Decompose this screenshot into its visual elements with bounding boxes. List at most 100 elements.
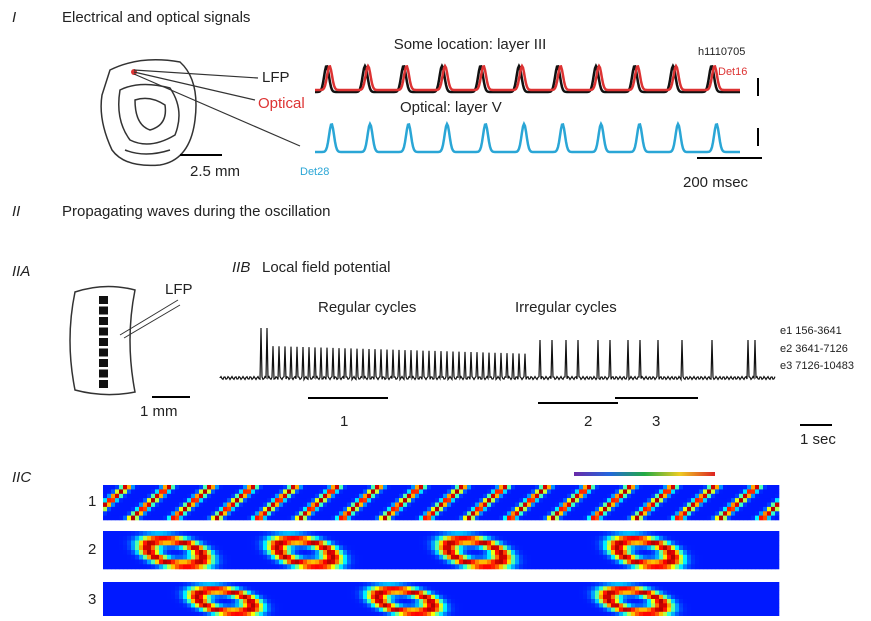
map-cell	[111, 489, 115, 494]
map-cell	[547, 608, 551, 613]
map-cell	[639, 550, 643, 555]
map-cell	[447, 595, 451, 600]
map-cell	[563, 603, 567, 608]
map-cell	[607, 564, 611, 569]
map-cell	[231, 603, 235, 608]
map-cell	[571, 536, 575, 541]
map-cell	[351, 591, 355, 596]
map-cell	[483, 516, 487, 521]
map-cell	[587, 608, 591, 613]
map-cell	[383, 555, 387, 560]
map-cell	[407, 489, 411, 494]
map-cell	[215, 586, 219, 591]
panel-title: Electrical and optical signals	[62, 9, 250, 26]
map-cell	[727, 511, 731, 516]
map-cell	[131, 545, 135, 550]
map-cell	[679, 498, 683, 503]
map-cell	[119, 582, 123, 587]
map-cell	[207, 595, 211, 600]
map-cell	[735, 564, 739, 569]
map-cell	[611, 511, 615, 516]
map-cell	[227, 612, 231, 616]
map-cell	[479, 485, 483, 490]
map-cell	[531, 550, 535, 555]
map-cell	[607, 498, 611, 503]
map-cell	[487, 555, 491, 560]
map-cell	[651, 595, 655, 600]
map-cell	[343, 603, 347, 608]
map-cell	[459, 582, 463, 587]
map-cell	[375, 599, 379, 604]
map-cell	[195, 550, 199, 555]
map-cell	[595, 531, 599, 536]
map-cell	[355, 591, 359, 596]
map-cell	[483, 612, 487, 616]
map-cell	[531, 494, 535, 499]
map-cell	[599, 516, 603, 521]
map-cell	[659, 494, 663, 499]
map-cell	[531, 608, 535, 613]
map-cell	[187, 503, 191, 508]
map-cell	[287, 564, 291, 569]
map-cell	[391, 599, 395, 604]
map-cell	[155, 531, 159, 536]
map-cell	[547, 494, 551, 499]
map-cell	[335, 494, 339, 499]
map-cell	[351, 545, 355, 550]
map-cell	[175, 550, 179, 555]
map-cell	[667, 494, 671, 499]
map-cell	[739, 595, 743, 600]
map-cell	[759, 560, 763, 565]
segment-label: 3	[652, 413, 660, 430]
map-cell	[103, 498, 107, 503]
map-cell	[319, 545, 323, 550]
map-cell	[431, 550, 435, 555]
map-cell	[451, 586, 455, 591]
map-cell	[263, 555, 267, 560]
map-cell	[331, 599, 335, 604]
map-cell	[363, 560, 367, 565]
map-cell	[359, 531, 363, 536]
map-cell	[663, 599, 667, 604]
map-cell	[407, 555, 411, 560]
map-cell	[307, 511, 311, 516]
map-cell	[375, 541, 379, 546]
map-cell	[611, 582, 615, 587]
map-cell	[271, 582, 275, 587]
map-cell	[327, 582, 331, 587]
map-cell	[215, 541, 219, 546]
map-cell	[319, 531, 323, 536]
map-cell	[551, 582, 555, 587]
map-cell	[147, 536, 151, 541]
map-cell	[411, 536, 415, 541]
map-cell	[279, 591, 283, 596]
map-cell	[491, 531, 495, 536]
map-cell	[107, 560, 111, 565]
map-cell	[691, 550, 695, 555]
map-cell	[635, 555, 639, 560]
map-cell	[283, 550, 287, 555]
map-cell	[651, 503, 655, 508]
map-cell	[259, 603, 263, 608]
map-cell	[647, 603, 651, 608]
map-cell	[519, 503, 523, 508]
map-cell	[551, 516, 555, 521]
map-cell	[215, 582, 219, 587]
map-cell	[747, 612, 751, 616]
map-cell	[543, 550, 547, 555]
map-cell	[327, 608, 331, 613]
map-cell	[187, 555, 191, 560]
map-cell	[619, 531, 623, 536]
map-cell	[563, 555, 567, 560]
map-cell	[691, 612, 695, 616]
map-cell	[111, 608, 115, 613]
map-cell	[759, 531, 763, 536]
map-cell	[275, 595, 279, 600]
map-cell	[303, 511, 307, 516]
map-cell	[739, 503, 743, 508]
map-cell	[339, 595, 343, 600]
map-cell	[703, 511, 707, 516]
map-cell	[187, 564, 191, 569]
map-cell	[571, 555, 575, 560]
map-cell	[547, 603, 551, 608]
